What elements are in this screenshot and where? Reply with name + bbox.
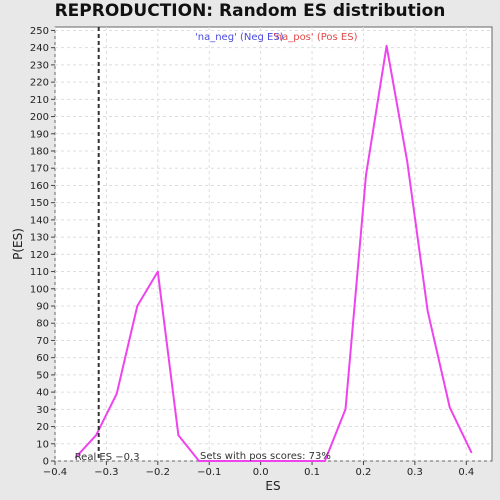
data-point xyxy=(344,408,347,411)
x-tick-label: 0.2 xyxy=(356,467,372,478)
data-point xyxy=(136,305,139,307)
data-point xyxy=(406,160,408,163)
x-tick-label: 0.1 xyxy=(304,467,320,478)
data-point xyxy=(449,406,451,409)
y-tick-label: 150 xyxy=(30,198,49,209)
es-distribution-line xyxy=(74,44,473,462)
y-tick-label: 110 xyxy=(30,267,49,278)
y-axis-ticks: 0 10 20 30 40 50 60 70 80 90 100 110 120 130 140 150 160… xyxy=(30,26,55,468)
data-point xyxy=(365,174,367,176)
y-tick-label: 120 xyxy=(30,250,49,261)
data-point xyxy=(385,45,388,47)
data-point xyxy=(300,460,303,462)
data-point xyxy=(470,451,473,454)
y-tick-label: 230 xyxy=(30,60,49,71)
real-es-label: Real ES −0.3 xyxy=(75,452,140,463)
data-point xyxy=(177,434,180,436)
y-tick-label: 130 xyxy=(30,233,49,244)
x-tick-label: 0.4 xyxy=(458,467,474,478)
x-tick-label: −0.3 xyxy=(94,467,118,478)
pos-scores-annotation: Sets with pos scores: 73% xyxy=(200,451,331,462)
x-axis-label: ES xyxy=(265,479,280,493)
y-tick-label: 170 xyxy=(30,164,49,175)
x-tick-label: −0.4 xyxy=(43,467,67,478)
x-tick-label: −0.2 xyxy=(146,467,170,478)
data-point xyxy=(198,460,200,462)
data-point xyxy=(259,460,262,462)
data-point xyxy=(324,460,326,462)
legend-neg-entry: 'na_neg' (Neg ES) xyxy=(195,32,284,43)
x-tick-label: 0.0 xyxy=(253,467,269,478)
y-tick-label: 140 xyxy=(30,215,49,226)
data-point xyxy=(74,456,77,459)
y-tick-label: 0 xyxy=(43,457,49,468)
plot-background xyxy=(54,26,493,462)
y-axis-label: P(ES) xyxy=(11,228,25,260)
x-axis-ticks: −0.4 −0.3 −0.2 −0.1 0.0 0.1 0.2 0.3 0.4 xyxy=(43,461,474,478)
y-tick-label: 180 xyxy=(30,147,49,158)
data-point xyxy=(280,460,283,462)
y-tick-label: 60 xyxy=(36,353,49,364)
y-tick-label: 100 xyxy=(30,284,49,295)
data-point xyxy=(426,310,429,312)
x-tick-label: 0.3 xyxy=(407,467,423,478)
data-point xyxy=(218,460,221,462)
y-tick-label: 50 xyxy=(36,370,49,381)
data-point xyxy=(95,434,97,436)
y-tick-label: 70 xyxy=(36,336,49,347)
chart-title: REPRODUCTION: Random ES distribution xyxy=(54,1,446,21)
y-tick-label: 210 xyxy=(30,95,49,106)
data-point xyxy=(115,393,118,395)
y-tick-label: 30 xyxy=(36,405,49,416)
series-layer xyxy=(74,44,473,462)
y-tick-label: 40 xyxy=(36,388,49,399)
y-tick-label: 80 xyxy=(36,319,49,330)
y-tick-label: 250 xyxy=(30,26,49,37)
x-tick-label: −0.1 xyxy=(197,467,221,478)
y-tick-label: 240 xyxy=(30,43,49,54)
data-point xyxy=(157,270,159,273)
y-tick-label: 90 xyxy=(36,302,49,313)
data-point xyxy=(239,460,241,462)
y-tick-label: 220 xyxy=(30,78,49,89)
y-tick-label: 20 xyxy=(36,422,49,433)
y-tick-label: 160 xyxy=(30,181,49,192)
y-tick-label: 190 xyxy=(30,129,49,140)
y-tick-label: 10 xyxy=(36,439,49,450)
y-tick-label: 200 xyxy=(30,112,49,123)
legend-pos-entry: 'na_pos' (Pos ES) xyxy=(273,32,358,43)
grid xyxy=(54,27,492,462)
